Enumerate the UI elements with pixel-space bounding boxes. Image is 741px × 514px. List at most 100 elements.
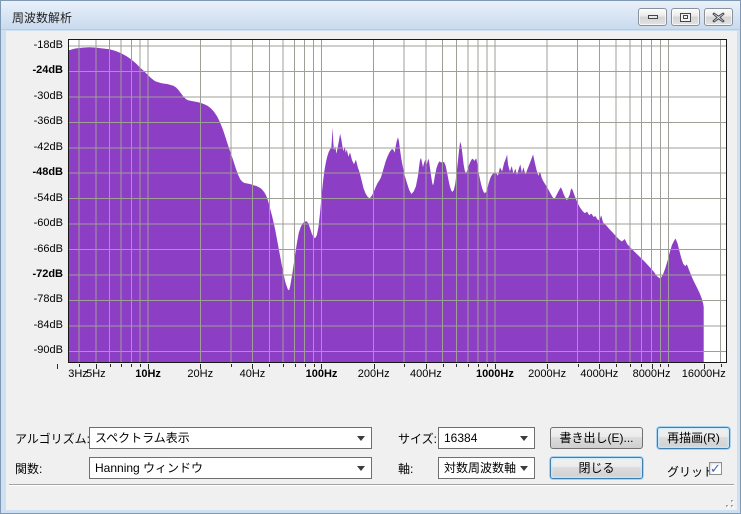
function-combobox[interactable]: Hanning ウィンドウ [89,457,372,479]
grid-checkbox[interactable]: ✓ [709,461,722,476]
y-axis-label: -48dB [32,166,63,179]
x-axis-minor-tick [140,364,142,367]
x-axis-minor-tick [468,364,470,367]
x-axis-minor-tick [668,364,670,367]
x-axis-label: 5Hz [86,368,106,380]
redraw-button[interactable]: 再描画(R) [657,427,730,449]
x-axis-label: 10Hz [135,368,161,380]
y-axis-label: -90dB [33,344,63,357]
size-label: サイズ: [398,432,437,446]
x-axis-label: 4000Hz [580,368,619,380]
spectrum-area [69,40,726,362]
x-axis-label: 16000Hz [681,368,726,380]
size-value: 16384 [444,431,478,445]
y-axis-label: -54dB [33,191,63,204]
x-axis-minor-tick [321,364,323,367]
close-window-button[interactable] [704,8,733,26]
x-axis-minor-tick [252,364,254,367]
check-icon: ✓ [710,461,721,476]
grid-label: グリッド [667,465,716,479]
algorithm-combobox[interactable]: スペクトラム表示 [89,427,372,449]
x-axis-label: 100Hz [305,368,338,380]
x-axis-minor-tick [148,364,150,367]
close-icon [712,11,725,23]
x-axis-minor-tick [283,364,285,367]
x-axis-minor-tick [200,364,202,367]
minimize-icon [647,15,658,19]
spectrum-curve [69,47,704,362]
x-axis-minor-tick [599,364,601,367]
x-axis-major-tick [57,364,59,369]
x-axis-minor-tick [651,364,653,367]
x-axis-label: 400Hz [410,368,442,380]
y-axis-label: -60dB [33,217,63,230]
algorithm-value: スペクトラム表示 [95,431,190,445]
spectrum-plot[interactable] [68,39,727,363]
maximize-button[interactable] [671,8,700,26]
function-label: 関数: [15,462,43,476]
axis-combobox[interactable]: 対数周波数軸 [438,457,535,479]
maximize-icon [680,12,691,22]
title-bar[interactable]: 周波数解析 [1,1,740,30]
close-button[interactable]: 閉じる [550,457,643,479]
resize-grip[interactable] [721,495,735,509]
dropdown-arrow-icon [520,466,528,471]
dropdown-arrow-icon [520,436,528,441]
x-axis-label: 200Hz [357,368,390,380]
y-axis-label: -36dB [33,115,63,128]
x-axis-label: 3Hz [68,368,88,380]
size-combobox[interactable]: 16384 [438,427,535,449]
x-axis-minor-tick [456,364,458,367]
x-axis-minor-tick [269,364,271,367]
x-axis-minor-tick [95,364,97,367]
y-axis-label: -72dB [32,268,63,281]
x-axis-minor-tick [720,364,722,367]
axis-value: 対数周波数軸 [444,461,517,475]
grid-lines [69,40,726,362]
x-axis-minor-tick [486,364,488,367]
dropdown-arrow-icon [357,436,365,441]
x-axis-minor-tick [660,364,662,367]
x-axis-minor-tick [313,364,315,367]
x-axis-minor-tick [442,364,444,367]
minimize-button[interactable] [638,8,667,26]
y-axis-label: -30dB [33,89,63,102]
x-axis-major-tick [703,364,705,369]
x-axis-minor-tick [131,364,133,367]
x-axis-minor-tick [425,364,427,367]
x-axis-label: 1000Hz [475,368,514,380]
x-axis-minor-tick [230,364,232,367]
x-axis-minor-tick [641,364,643,367]
x-axis-minor-tick [494,364,496,367]
y-axis-label: -24dB [32,64,63,77]
x-axis-label: 20Hz [187,368,214,380]
axis-label: 軸: [398,462,414,476]
x-axis-label: 8000Hz [632,368,671,380]
x-axis-label: 2000Hz [528,368,567,380]
function-value: Hanning ウィンドウ [95,461,204,475]
y-axis-label: -84dB [33,318,63,331]
dialog-body: -18dB -24dB -30dB -36dB -42dB -48dB -54dB -60dB… [6,31,737,510]
y-axis-label: -66dB [33,242,63,255]
separator [9,484,734,485]
x-axis-minor-tick [304,364,306,367]
window-title: 周波数解析 [12,11,73,25]
y-axis-label: -18dB [33,38,63,51]
x-axis-minor-tick [294,364,296,367]
x-axis-minor-tick [121,364,123,367]
x-axis-minor-tick [373,364,375,367]
caption-buttons [638,8,733,26]
x-axis-minor-tick [616,364,618,367]
x-axis-minor-tick [404,364,406,367]
x-axis-label: 40Hz [239,368,266,380]
algorithm-label: アルゴリズム: [15,432,90,446]
x-axis-minor-tick [109,364,111,367]
export-button[interactable]: 書き出し(E)... [550,427,643,449]
y-axis-label: -42dB [33,140,63,153]
y-axis-label: -78dB [33,293,63,306]
x-axis-minor-tick [629,364,631,367]
x-axis-minor-tick [478,364,480,367]
x-axis-minor-tick [577,364,579,367]
dropdown-arrow-icon [357,466,365,471]
x-axis-minor-tick [547,364,549,367]
